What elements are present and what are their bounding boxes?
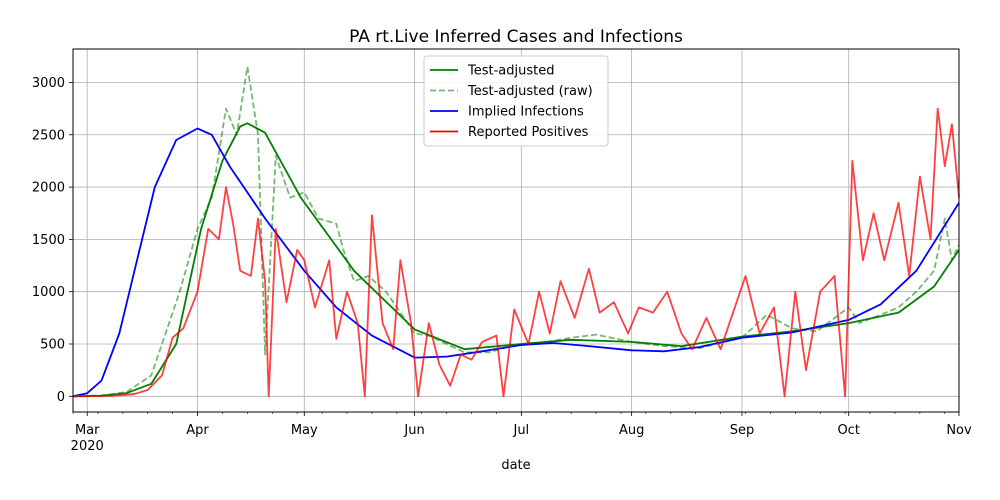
- legend-label: Test-adjusted: [467, 64, 554, 79]
- y-tick-label: 0: [57, 390, 65, 405]
- plot-frame: [72, 48, 960, 413]
- y-tick-label: 2000: [32, 181, 65, 196]
- x-tick-label: Jul: [512, 423, 529, 438]
- legend-label: Implied Infections: [468, 105, 584, 120]
- x-tick-label: Sep: [730, 423, 755, 438]
- y-tick-label: 500: [40, 338, 65, 353]
- chart-title: PA rt.Live Inferred Cases and Infections: [349, 27, 683, 47]
- x-tick-label: May: [291, 423, 318, 438]
- x-tick-label: Oct: [837, 423, 859, 438]
- x-tick-label: Aug: [619, 423, 644, 438]
- y-tick-label: 1000: [32, 285, 65, 300]
- x-tick-label: Mar: [75, 423, 100, 438]
- y-tick-label: 2500: [32, 128, 65, 143]
- y-tick-label: 1500: [32, 233, 65, 248]
- x-axis-label: date: [501, 458, 530, 473]
- x-axis: Mar Apr May Jun Jul Aug Sep Oct Nov 2020: [71, 412, 972, 454]
- series-line-reported-positives: [72, 107, 960, 398]
- legend-label: Reported Positives: [468, 125, 589, 140]
- legend-box: [423, 55, 609, 147]
- series-layer: [72, 65, 960, 398]
- x-tick-year-label: 2020: [71, 439, 104, 454]
- x-tick-label: Jun: [403, 423, 424, 438]
- y-axis: 0 500 1000 1500 2000 2500 3000: [32, 76, 73, 405]
- x-tick-label: Apr: [186, 423, 209, 438]
- legend: Test-adjusted Test-adjusted (raw) Implied …: [423, 55, 609, 147]
- x-tick-label: Nov: [946, 423, 972, 438]
- y-tick-label: 3000: [32, 76, 65, 91]
- legend-label: Test-adjusted (raw): [467, 84, 593, 99]
